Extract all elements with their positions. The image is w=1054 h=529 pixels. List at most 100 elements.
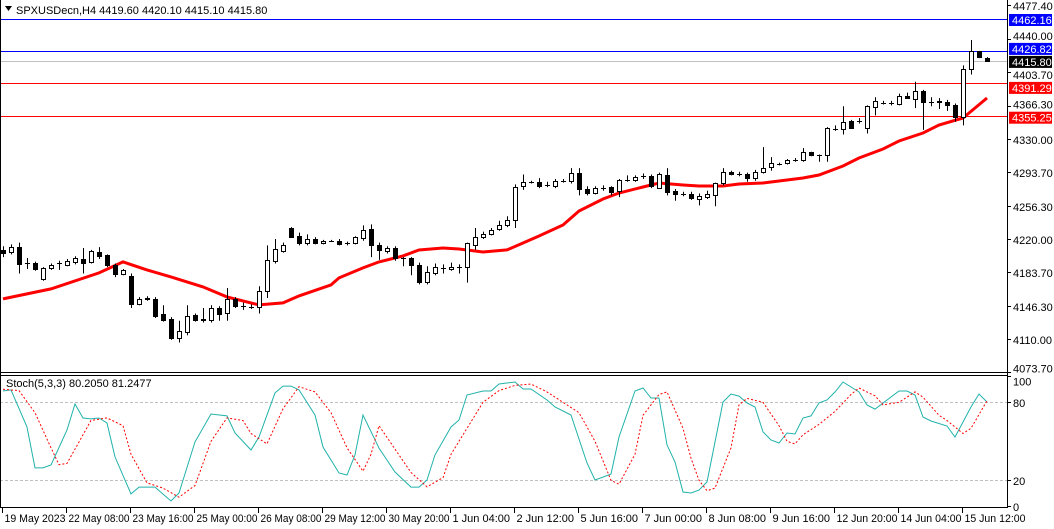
candle-body [489, 230, 494, 235]
candle-body [697, 196, 702, 200]
candle [385, 246, 390, 254]
candle-body [513, 187, 518, 221]
candle-body [385, 248, 390, 252]
candle [705, 190, 710, 199]
chart-header: SPXUSDecn,H4 4419.60 4420.10 4415.10 441… [5, 5, 267, 390]
candle-body [369, 229, 374, 246]
time-tick-label: 30 May 20:00 [389, 513, 450, 525]
candle-body [9, 247, 14, 253]
candle-body [937, 101, 942, 103]
triangle-down-icon[interactable] [5, 6, 12, 11]
candle-body [33, 263, 38, 270]
candle [649, 174, 654, 189]
price-level-badge [1009, 14, 1052, 26]
candle [201, 308, 206, 323]
candle [97, 247, 102, 259]
price-level-badge [1009, 81, 1052, 94]
candle-body [673, 191, 678, 195]
candle [33, 261, 38, 271]
candle-body [305, 239, 310, 244]
price-tick-label: 4146.30 [1013, 302, 1053, 314]
candle [305, 234, 310, 246]
price-tick-label: 4403.70 [1013, 70, 1053, 82]
chart-frame [0, 0, 1008, 508]
candle-body [769, 163, 774, 168]
candle [233, 297, 238, 309]
candle-body [201, 319, 206, 321]
candle-body [281, 245, 286, 252]
candle-body [289, 228, 294, 238]
candle [457, 264, 462, 274]
candle-body [393, 248, 398, 259]
candle-body [921, 91, 926, 103]
candle-body [841, 122, 846, 130]
candle [289, 227, 294, 239]
candle [905, 92, 910, 100]
candle-body [945, 102, 950, 106]
candle-body [481, 234, 486, 238]
candle-body [193, 315, 198, 321]
candle [409, 257, 414, 276]
candle [337, 238, 342, 246]
candle-body [537, 182, 542, 187]
price-level-label: 4355.25 [1012, 113, 1052, 125]
symbol-quote-line: SPXUSDecn,H4 4419.60 4420.10 4415.10 441… [16, 5, 267, 17]
candle [745, 172, 750, 182]
time-tick-label: 14 Jun 04:00 [901, 513, 962, 525]
time-tick-label: 23 May 16:00 [133, 513, 194, 525]
candle-body [217, 308, 222, 315]
candle [697, 193, 702, 206]
price-tick-label: 4330.00 [1013, 135, 1053, 147]
time-axis[interactable]: 19 May 2023 22 May 08:00 23 May 16:00 25 Ma… [2, 508, 1026, 525]
time-tick-label: 22 May 08:00 [69, 513, 130, 525]
time-tick-label: 15 Jun 12:00 [965, 513, 1026, 525]
candle-body [825, 128, 830, 156]
price-level-label: 4391.29 [1012, 83, 1052, 95]
candle-body [801, 152, 806, 161]
time-tick-label: 2 Jun 12:00 [517, 513, 575, 525]
candle-body [73, 258, 78, 263]
candle [529, 180, 534, 184]
candle-body [121, 270, 126, 275]
price-level-label: 4462.16 [1012, 15, 1052, 27]
candle-body [169, 319, 174, 339]
candle [953, 103, 958, 122]
candle [593, 186, 598, 195]
time-tick-label: 9 Jun 16:00 [773, 513, 831, 525]
candle-body [225, 299, 230, 314]
candle-body [577, 173, 582, 190]
candle [137, 297, 142, 306]
candle-body [153, 299, 158, 317]
candle [313, 237, 318, 245]
candle [73, 256, 78, 265]
price-tick-label: 4110.00 [1013, 335, 1052, 347]
time-tick-label: 5 Jun 16:00 [581, 513, 639, 525]
price-axis[interactable]: 4477.40 4440.00 4403.70 4366.30 4330.00 4293.… [1007, 1, 1053, 376]
candle-body [473, 237, 478, 246]
candle [433, 263, 438, 276]
candle [241, 302, 246, 310]
candle-body [233, 299, 238, 307]
candle [777, 162, 782, 166]
candle [209, 305, 214, 323]
candle [25, 258, 30, 269]
candle [937, 98, 942, 110]
candle [113, 263, 118, 278]
candle [761, 147, 766, 174]
candle-body [449, 267, 454, 270]
stoch-tick-label: 20 [1013, 476, 1025, 488]
candle [569, 168, 574, 184]
candle-body [129, 276, 134, 305]
candle [497, 220, 502, 231]
candle-body [409, 258, 414, 266]
candle [881, 100, 886, 105]
candle [129, 273, 134, 309]
price-tick-label: 4183.70 [1013, 268, 1053, 280]
candle [633, 175, 638, 182]
candle-body [913, 91, 918, 100]
time-tick-label: 29 May 12:00 [325, 513, 386, 525]
candle [297, 232, 302, 246]
candle-body [185, 316, 190, 333]
candle [769, 157, 774, 171]
